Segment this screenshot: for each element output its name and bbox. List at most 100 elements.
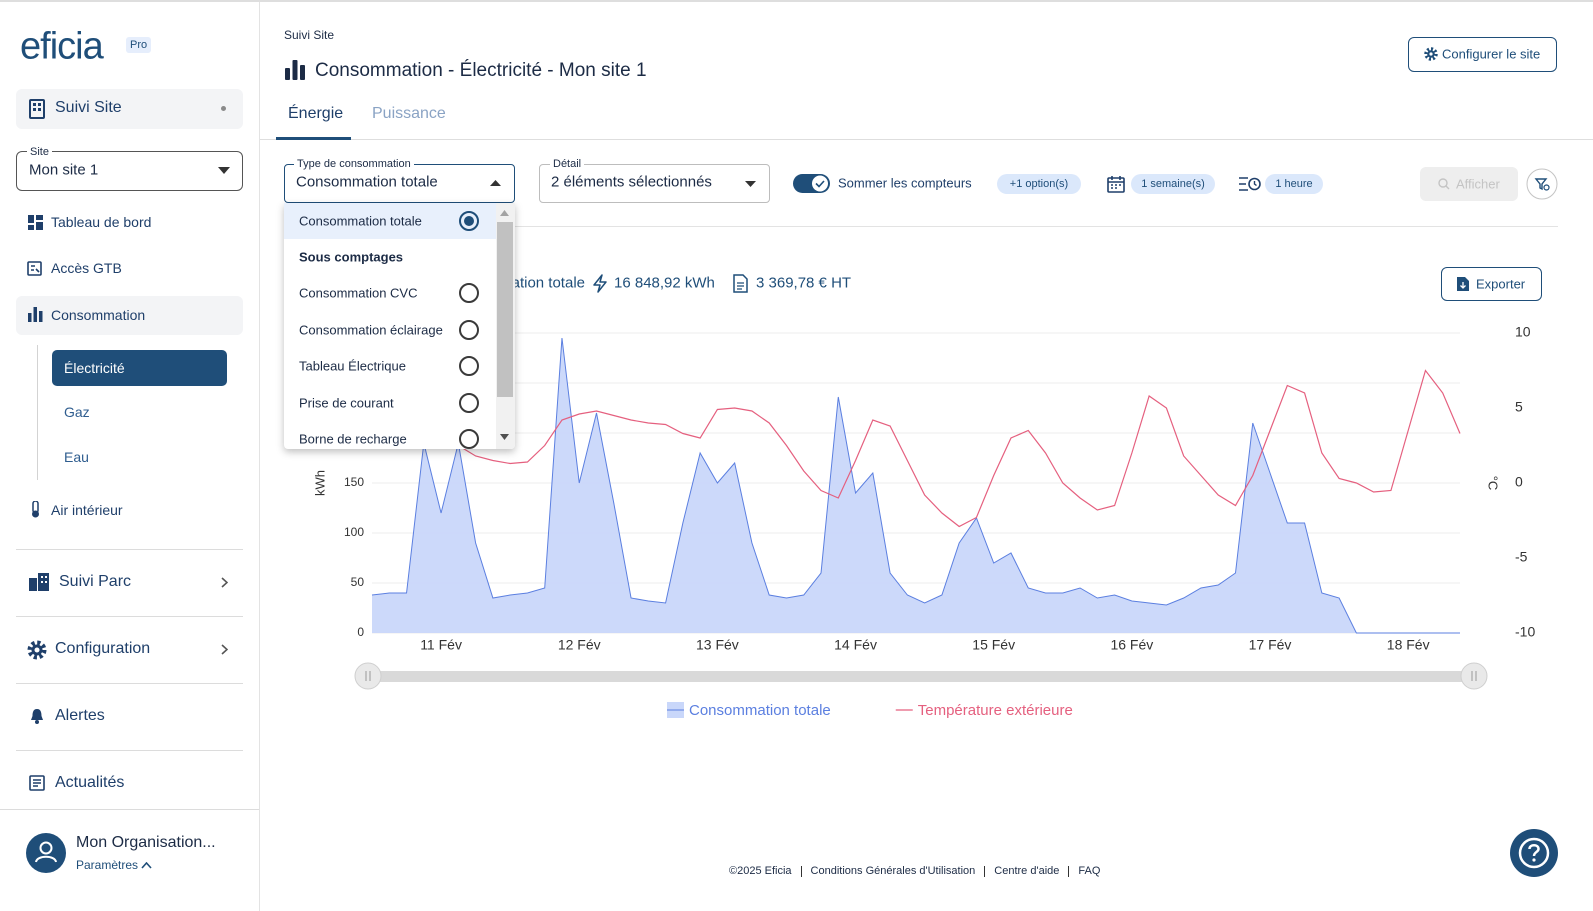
sub-nav-active[interactable] (52, 350, 227, 386)
option[interactable]: Tableau Électrique (284, 348, 496, 384)
thermo-icon (32, 501, 39, 518)
nav-item[interactable]: Consommation (51, 307, 146, 323)
option[interactable]: Prise de courant (284, 385, 496, 421)
dot (221, 106, 226, 111)
line (371, 369, 1461, 528)
sub-nav-item[interactable]: Électricité (64, 360, 125, 376)
submit-label: Afficher (1456, 176, 1500, 192)
gtb-icon (27, 261, 42, 276)
option[interactable]: Borne de recharge (284, 421, 496, 449)
site-value: Mon site 1 (29, 161, 99, 179)
y-tick-label: 150 (344, 475, 364, 489)
range-track[interactable] (368, 671, 1474, 682)
site-select[interactable] (16, 151, 243, 191)
section-label: Suivi Site (55, 99, 122, 116)
scroll-thumb[interactable] (497, 222, 513, 397)
tab[interactable]: Énergie (288, 105, 344, 122)
site-label: Site (27, 146, 52, 158)
nav-item[interactable]: Air intérieur (51, 502, 123, 518)
y-tick-label: 0 (357, 625, 364, 639)
type-value: Consommation totale (296, 173, 438, 191)
scroll-down[interactable] (500, 434, 509, 440)
range-handle[interactable] (354, 662, 382, 690)
period-chip[interactable]: 1 semaine(s) (1131, 174, 1215, 194)
search-icon (1438, 178, 1450, 190)
help-button[interactable] (1510, 829, 1558, 877)
pro-badge: Pro (126, 37, 152, 53)
sidebar (0, 2, 260, 911)
x-tick-label: 12 Fév (558, 637, 601, 653)
detail-select[interactable] (539, 164, 770, 203)
tab[interactable]: Puissance (372, 105, 446, 122)
radio (459, 429, 479, 449)
detail-label: Détail (550, 158, 585, 170)
nav-item[interactable]: Accès GTB (51, 260, 122, 276)
range-handle[interactable] (1460, 662, 1488, 690)
avatar[interactable] (26, 833, 66, 873)
filter-button[interactable] (1526, 168, 1558, 200)
sub-nav-item[interactable]: Gaz (64, 404, 90, 420)
y-axis-label: kWh (312, 470, 327, 496)
toggle[interactable] (793, 173, 831, 194)
export-button[interactable] (1441, 267, 1542, 301)
user-name: Mon Organisation... (76, 834, 216, 851)
tabs-divider (260, 139, 1593, 140)
chevron (221, 577, 228, 588)
nav-group[interactable]: Actualités (55, 774, 125, 791)
handle-grip (1471, 671, 1477, 681)
divider (16, 616, 243, 617)
option-label: Consommation totale (299, 213, 422, 229)
option-label: Consommation éclairage (299, 322, 443, 338)
export-icon (1457, 277, 1469, 291)
footer-link[interactable]: Centre d'aide (984, 865, 1059, 877)
breadcrumb[interactable]: Suivi Site (284, 28, 335, 42)
option[interactable]: Consommation totale (284, 203, 496, 239)
dashboard-icon (28, 215, 43, 230)
gear-icon (1424, 47, 1438, 61)
nav-group[interactable]: Suivi Parc (59, 573, 132, 590)
y2-tick-label: 0 (1515, 474, 1523, 490)
y-tick-label: 50 (351, 575, 365, 589)
settings-link[interactable]: Paramètres (76, 858, 139, 872)
option[interactable]: Consommation CVC (284, 275, 496, 311)
gear-icon (27, 640, 47, 660)
sub-nav-item[interactable]: Eau (64, 449, 89, 465)
building-icon (29, 99, 45, 119)
y-tick-label: 100 (344, 525, 364, 539)
area-line (371, 337, 1460, 634)
summary-cost: 3 369,78 € HT (756, 274, 852, 292)
divider (16, 683, 243, 684)
x-tick-label: 13 Fév (696, 637, 739, 653)
y2-tick-label: 5 (1515, 399, 1523, 415)
legend-label: Température extérieure (918, 702, 1073, 719)
footer-link[interactable]: Conditions Générales d'Utilisation (800, 865, 975, 877)
divider (0, 809, 259, 810)
tab-indicator (276, 137, 351, 140)
nav-group[interactable]: Configuration (55, 640, 151, 657)
export-label: Exporter (1476, 276, 1526, 292)
section-button[interactable] (16, 89, 243, 129)
type-label: Type de consommation (294, 158, 414, 170)
nav-item[interactable]: Tableau de bord (51, 214, 152, 230)
y2-tick-label: -5 (1515, 549, 1528, 565)
step-icon (1239, 177, 1261, 191)
divider (16, 549, 243, 550)
chevron-up (141, 862, 152, 869)
configure-button[interactable] (1408, 37, 1557, 72)
radio-selected (459, 211, 479, 231)
chevron (221, 644, 228, 655)
x-tick-label: 14 Fév (834, 637, 877, 653)
options-chip[interactable]: +1 option(s) (997, 174, 1081, 194)
bars-icon (28, 307, 43, 322)
scroll-up[interactable] (500, 210, 509, 216)
option-label: Consommation CVC (299, 285, 418, 301)
y2-tick-label: 10 (1515, 324, 1531, 340)
nav-group[interactable]: Alertes (55, 707, 105, 724)
radio-dot (464, 216, 474, 226)
footer-link[interactable]: FAQ (1068, 865, 1100, 877)
option[interactable]: Consommation éclairage (284, 312, 496, 348)
step-chip[interactable]: 1 heure (1265, 174, 1323, 194)
summary-energy: 16 848,92 kWh (614, 274, 715, 292)
submit-button[interactable] (1420, 167, 1518, 201)
